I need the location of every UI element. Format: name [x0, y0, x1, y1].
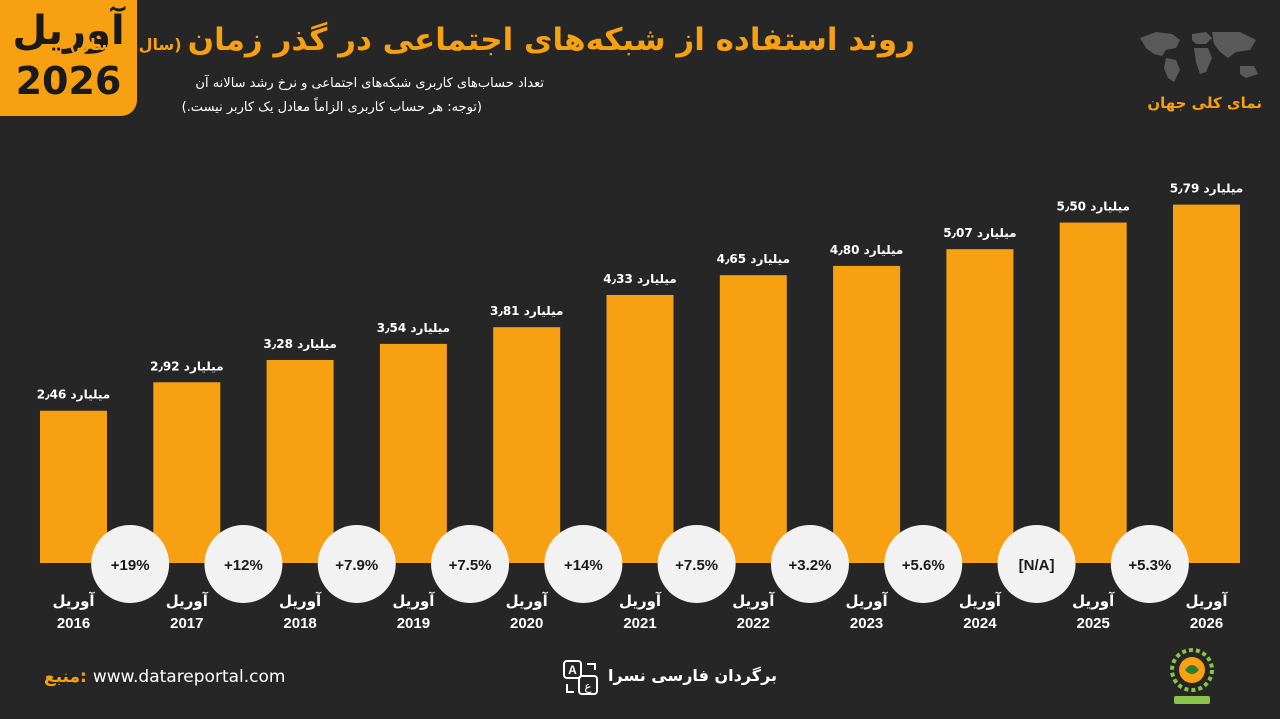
data-label-2026: میلیارد 5٫79: [1170, 182, 1243, 196]
growth-rate-4: +7.5%: [449, 557, 492, 574]
data-label-2019: میلیارد 3٫54: [377, 321, 450, 335]
tick-month-2019: آوریل: [392, 592, 435, 610]
tick-month-2016: آوریل: [52, 592, 95, 610]
data-label-2018: میلیارد 3٫28: [263, 337, 336, 351]
subtitle: تعداد حساب‌های کاربری شبکه‌های اجتماعی و…: [195, 76, 544, 91]
data-label-2020: میلیارد 3٫81: [490, 304, 563, 318]
tick-month-2017: آوریل: [166, 592, 209, 610]
bar-2023: [833, 265, 901, 563]
growth-rate-3: +7.9%: [335, 557, 378, 574]
growth-bubble-5: [544, 525, 623, 603]
bar-2026: [1173, 204, 1240, 563]
growth-bubble-3: [317, 525, 396, 603]
svg-text:A: A: [568, 663, 577, 677]
tick-year-2020: 2020: [510, 615, 543, 632]
badge-month: آوریل: [12, 8, 125, 54]
region-label: نمای کلی جهان: [1147, 94, 1262, 112]
tick-month-2024: آوریل: [959, 592, 1002, 610]
source-label: منبع:: [44, 667, 87, 687]
badge-year: 2026: [15, 59, 122, 103]
growth-rate-8: +5.6%: [902, 557, 945, 574]
translate-icon: A ع: [563, 660, 598, 695]
growth-bubble-1: [91, 525, 170, 603]
growth-bubble-4: [431, 525, 510, 603]
tick-month-2022: آوریل: [732, 592, 775, 610]
world-map-icon: [1140, 32, 1258, 82]
bar-2016: [40, 410, 107, 563]
tick-month-2018: آوریل: [279, 592, 322, 610]
tick-month-2020: آوریل: [506, 592, 549, 610]
tick-year-2026: 2026: [1190, 615, 1223, 632]
tick-year-2021: 2021: [623, 615, 656, 632]
data-label-2017: میلیارد 2٫92: [150, 359, 223, 373]
bar-2021: [606, 294, 674, 563]
growth-bubble-7: [770, 525, 849, 603]
footer-source: منبع: www.datareportal.com: [44, 667, 285, 687]
translator-credit: برگردان فارسی نسرا: [608, 666, 778, 685]
data-label-2024: میلیارد 5٫07: [943, 226, 1016, 240]
growth-bubble-10: [1110, 525, 1189, 603]
tick-year-2016: 2016: [57, 615, 90, 632]
tick-year-2023: 2023: [850, 615, 883, 632]
bar-2018: [266, 359, 334, 563]
title-paren: (سال به سال): [68, 35, 182, 54]
tick-year-2022: 2022: [737, 615, 770, 632]
growth-rate-2: +12%: [224, 557, 263, 574]
bar-2024: [946, 249, 1014, 563]
data-label-2022: میلیارد 4٫65: [717, 252, 790, 266]
source-url: www.datareportal.com: [92, 667, 286, 687]
page-title: روند استفاده از شبکه‌های اجتماعی در گذر …: [69, 22, 915, 58]
growth-rate-7: +3.2%: [788, 557, 831, 574]
growth-bubble-8: [884, 525, 963, 603]
nasra-logo-icon: [1170, 648, 1214, 704]
data-label-2023: میلیارد 4٫80: [830, 243, 903, 257]
bar-2019: [379, 343, 447, 563]
growth-bubble-9: [997, 525, 1076, 603]
bars-layer: میلیارد 2٫46 آوریل 2016 میلیارد 2٫92 آوریل 20…: [37, 182, 1243, 632]
bar-2025: [1059, 222, 1127, 563]
growth-rate-9: [N/A]: [1019, 557, 1055, 574]
bar-2017: [153, 382, 221, 563]
growth-rate-5: +14%: [564, 557, 603, 574]
data-label-2016: میلیارد 2٫46: [37, 388, 110, 402]
bar-2022: [719, 275, 787, 563]
growth-rate-6: +7.5%: [675, 557, 718, 574]
data-label-2021: میلیارد 4٫33: [603, 272, 676, 286]
tick-year-2018: 2018: [283, 615, 316, 632]
growth-rate-10: +5.3%: [1128, 557, 1171, 574]
growth-rate-1: +19%: [111, 557, 150, 574]
tick-month-2025: آوریل: [1072, 592, 1115, 610]
tick-month-2023: آوریل: [846, 592, 889, 610]
date-badge: آوریل 2026: [0, 0, 137, 116]
title-main: روند استفاده از شبکه‌های اجتماعی در گذر …: [187, 22, 915, 58]
note: (توجه: هر حساب کاربری الزاماً معادل یک ک…: [181, 100, 482, 115]
tick-month-2026: آوریل: [1185, 592, 1228, 610]
svg-text:ع: ع: [584, 679, 592, 693]
growth-bubble-6: [657, 525, 736, 603]
tick-year-2025: 2025: [1077, 615, 1110, 632]
data-label-2025: میلیارد 5٫50: [1056, 200, 1129, 214]
tick-year-2017: 2017: [170, 615, 203, 632]
tick-year-2024: 2024: [963, 615, 997, 632]
tick-year-2019: 2019: [397, 615, 430, 632]
bar-2020: [493, 327, 561, 563]
growth-bubble-2: [204, 525, 283, 603]
tick-month-2021: آوریل: [619, 592, 662, 610]
